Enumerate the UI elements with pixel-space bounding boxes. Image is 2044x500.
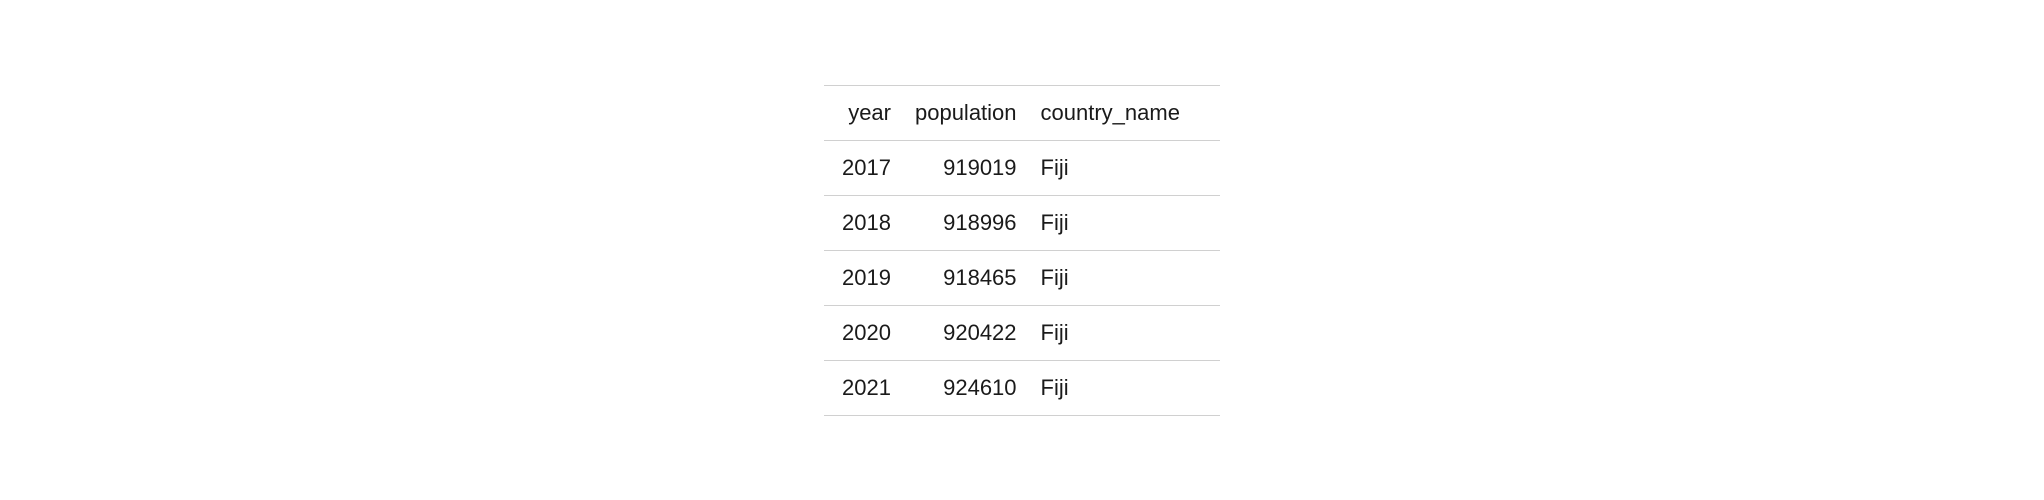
cell-population: 920422 — [903, 305, 1029, 360]
data-table: year population country_name 2017 919019… — [824, 85, 1220, 416]
data-table-container: year population country_name 2017 919019… — [824, 85, 1220, 416]
table-row: 2017 919019 Fiji — [824, 140, 1220, 195]
column-header-year: year — [824, 85, 903, 140]
cell-year: 2019 — [824, 250, 903, 305]
cell-population: 924610 — [903, 360, 1029, 415]
cell-population: 919019 — [903, 140, 1029, 195]
cell-country-name: Fiji — [1029, 305, 1220, 360]
cell-year: 2020 — [824, 305, 903, 360]
table-row: 2018 918996 Fiji — [824, 195, 1220, 250]
table-row: 2020 920422 Fiji — [824, 305, 1220, 360]
cell-country-name: Fiji — [1029, 140, 1220, 195]
table-header-row: year population country_name — [824, 85, 1220, 140]
cell-country-name: Fiji — [1029, 360, 1220, 415]
table-row: 2019 918465 Fiji — [824, 250, 1220, 305]
column-header-population: population — [903, 85, 1029, 140]
cell-year: 2018 — [824, 195, 903, 250]
column-header-country-name: country_name — [1029, 85, 1220, 140]
cell-country-name: Fiji — [1029, 250, 1220, 305]
cell-country-name: Fiji — [1029, 195, 1220, 250]
cell-year: 2017 — [824, 140, 903, 195]
cell-population: 918996 — [903, 195, 1029, 250]
table-row: 2021 924610 Fiji — [824, 360, 1220, 415]
cell-year: 2021 — [824, 360, 903, 415]
cell-population: 918465 — [903, 250, 1029, 305]
